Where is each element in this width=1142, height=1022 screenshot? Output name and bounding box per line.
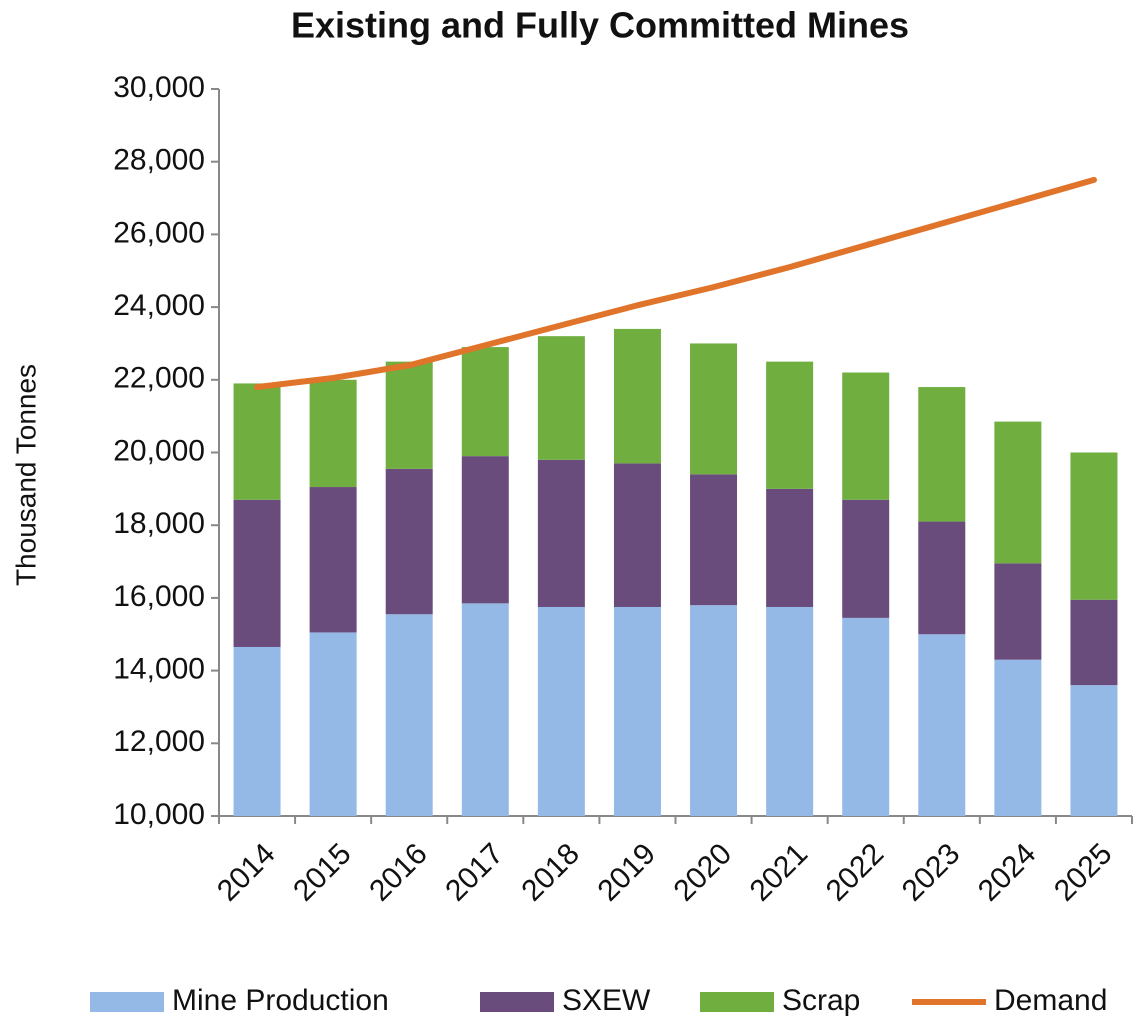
bar-segment [690,605,738,816]
bar-segment [233,646,281,816]
bar-segment [1070,452,1118,600]
legend-label: Demand [994,984,1107,1017]
bar-segment [994,563,1042,660]
y-tick-label: 22,000 [113,362,205,395]
bar-segment [994,659,1042,816]
bar-segment [918,521,966,635]
demand-line [254,176,1097,391]
bar-segment [766,488,814,607]
bar-segment [461,603,509,816]
x-tick-label: 2018 [515,837,586,908]
bar-segment [613,606,661,816]
bar-segment [842,499,890,618]
y-tick-label: 30,000 [113,71,205,104]
bar-segment [461,456,509,604]
bar-segment [537,459,585,607]
bar-segment [309,632,357,816]
bar-segment [461,347,509,457]
y-tick-label: 28,000 [113,144,205,177]
y-tick-label: 16,000 [113,580,205,613]
legend-label: SXEW [562,984,651,1017]
x-tick-label: 2021 [744,837,815,908]
x-tick-label: 2017 [439,837,510,908]
y-tick-label: 14,000 [113,653,205,686]
bar-segment [309,487,357,633]
bar-segment [309,379,357,488]
bar-segment [613,463,661,607]
bar-segment [1070,599,1118,686]
x-tick-label: 2025 [1048,837,1119,908]
bar-segment [385,468,433,615]
x-tick-label: 2015 [287,837,358,908]
x-tick-label: 2019 [591,837,662,908]
bar-segment [385,614,433,816]
bar-segment [994,421,1042,564]
bar-segment [690,343,738,475]
bar-segment [233,499,281,647]
bar-segment [766,361,814,489]
y-tick-label: 26,000 [113,216,205,249]
x-tick-label: 2016 [363,837,434,908]
bar-segment [918,387,966,522]
y-tick-label: 20,000 [113,434,205,467]
bar-segment [385,361,433,469]
legend-swatch [90,992,164,1012]
y-tick-label: 12,000 [113,725,205,758]
x-tick-label: 2022 [820,837,891,908]
x-tick-label: 2023 [896,837,967,908]
x-tick-label: 2020 [668,837,739,908]
bar-segment [842,617,890,816]
legend-label: Mine Production [172,984,389,1017]
y-axis-label: Thousand Tonnes [10,364,41,586]
y-tick-label: 10,000 [113,798,205,831]
bar-segment [1070,685,1118,816]
bar-segment [537,606,585,816]
bar-segment [613,328,661,464]
bar-segment [537,336,585,460]
bar-segment [842,372,890,500]
legend-swatch [480,992,554,1012]
y-tick-label: 18,000 [113,507,205,540]
legend-label: Scrap [782,984,860,1017]
bar-segment [918,634,966,816]
bar-segment [690,474,738,606]
bar-segment [233,383,281,500]
x-tick-label: 2014 [211,837,282,908]
x-tick-label: 2024 [972,837,1043,908]
chart-title: Existing and Fully Committed Mines [291,5,909,46]
y-tick-label: 24,000 [113,289,205,322]
bar-segment [766,606,814,816]
legend-swatch [700,992,774,1012]
